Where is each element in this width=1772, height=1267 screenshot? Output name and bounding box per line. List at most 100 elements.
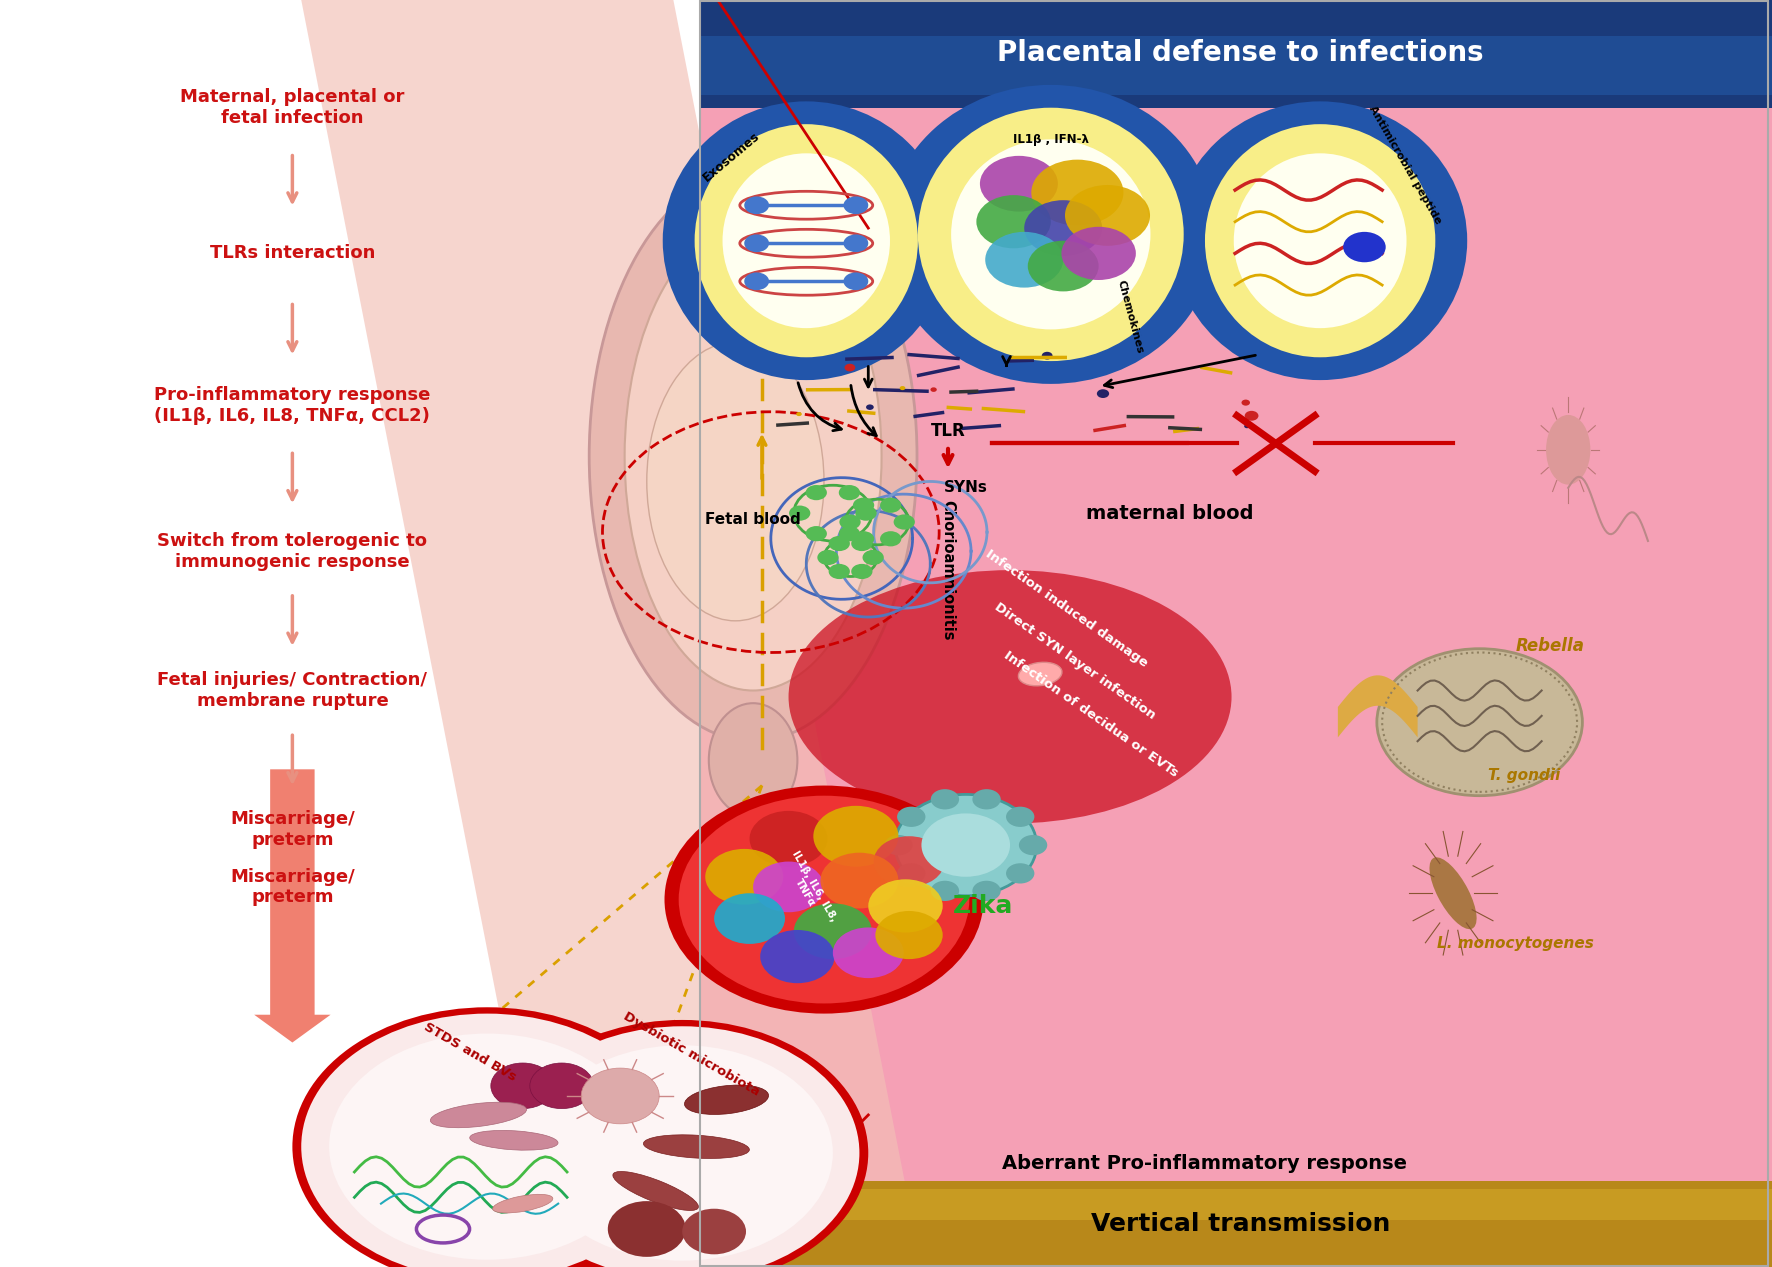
Circle shape [829,564,851,579]
Circle shape [874,836,944,887]
Text: Fetal blood: Fetal blood [705,512,801,527]
Ellipse shape [1019,663,1061,685]
Circle shape [930,388,937,392]
Text: Antimicrobial peptide: Antimicrobial peptide [1368,104,1442,226]
Circle shape [496,1020,868,1267]
Text: Placental defense to infections: Placental defense to infections [998,39,1483,67]
Ellipse shape [613,1172,698,1210]
Circle shape [833,927,904,978]
Polygon shape [301,0,921,1267]
Circle shape [881,498,902,513]
Circle shape [852,531,874,546]
Text: maternal blood: maternal blood [1086,504,1253,522]
Circle shape [806,485,828,500]
Circle shape [840,514,861,530]
Circle shape [744,234,769,252]
Ellipse shape [695,124,918,357]
Circle shape [1028,241,1099,291]
Ellipse shape [1545,416,1591,484]
Circle shape [1244,424,1249,428]
Circle shape [532,1045,833,1261]
Circle shape [976,195,1051,248]
Circle shape [973,789,1001,810]
Ellipse shape [709,703,797,817]
Circle shape [843,234,868,252]
Text: STDS and BVs: STDS and BVs [422,1020,517,1083]
Circle shape [1061,227,1136,280]
Circle shape [806,526,828,541]
Text: Zika: Zika [953,895,1014,917]
Text: Dysbiotic microbiota: Dysbiotic microbiota [620,1010,762,1098]
Circle shape [817,550,838,565]
Circle shape [881,531,902,546]
Circle shape [1019,835,1047,855]
Ellipse shape [1173,101,1467,380]
FancyBboxPatch shape [700,35,1772,95]
Circle shape [744,196,769,214]
Text: Pro-inflammatory response
(IL1β, IL6, IL8, TNFα, CCL2): Pro-inflammatory response (IL1β, IL6, IL… [154,386,431,424]
Ellipse shape [744,203,904,279]
FancyBboxPatch shape [700,1181,1772,1267]
Circle shape [980,156,1058,212]
Ellipse shape [1233,153,1407,328]
Ellipse shape [588,171,918,741]
Circle shape [897,807,925,827]
Text: Chemokines: Chemokines [1116,279,1145,355]
Text: IL1β , IFN-λ: IL1β , IFN-λ [1014,133,1088,146]
FancyBboxPatch shape [700,0,1772,1267]
Text: Aberrant Pro-inflammatory response: Aberrant Pro-inflammatory response [1003,1154,1407,1172]
Circle shape [796,412,801,416]
Ellipse shape [663,101,950,380]
Text: Direct SYN layer infection: Direct SYN layer infection [992,601,1159,722]
Circle shape [794,903,872,959]
Circle shape [1006,863,1035,883]
Circle shape [930,881,959,901]
Text: TLR: TLR [930,422,966,440]
Circle shape [750,811,828,867]
Ellipse shape [470,1130,558,1150]
Circle shape [330,1034,645,1259]
Circle shape [1031,160,1123,226]
Text: Fetal injuries/ Contraction/
membrane rupture: Fetal injuries/ Contraction/ membrane ru… [158,672,427,710]
Ellipse shape [723,153,890,328]
FancyArrowPatch shape [253,769,331,1043]
Ellipse shape [918,108,1184,361]
Ellipse shape [624,222,882,691]
Circle shape [985,232,1063,288]
Text: Rebella: Rebella [1517,637,1584,655]
Circle shape [1377,649,1582,796]
Circle shape [851,536,872,551]
Circle shape [664,786,983,1014]
Circle shape [893,514,914,530]
Ellipse shape [1430,858,1476,929]
Circle shape [863,550,884,565]
Ellipse shape [789,570,1232,824]
Circle shape [581,1068,659,1124]
Circle shape [491,1063,555,1109]
Circle shape [867,404,874,411]
Circle shape [292,1007,682,1267]
Ellipse shape [886,85,1216,384]
Text: Infection of decidua or EVTs: Infection of decidua or EVTs [1001,649,1180,780]
Ellipse shape [431,1102,526,1128]
Ellipse shape [1205,124,1435,357]
Circle shape [856,506,877,521]
Text: Exosomes: Exosomes [702,129,762,185]
Circle shape [505,1026,859,1267]
Text: Maternal, placental or
fetal infection: Maternal, placental or fetal infection [181,89,404,127]
Circle shape [843,272,868,290]
Text: TLRs interaction: TLRs interaction [209,245,376,262]
Text: L. monocytogenes: L. monocytogenes [1437,936,1593,952]
Text: Infection induced damage: Infection induced damage [983,547,1150,669]
Circle shape [973,881,1001,901]
Circle shape [789,506,810,521]
Circle shape [875,911,943,959]
Circle shape [1244,411,1258,421]
Circle shape [760,930,835,983]
Circle shape [679,796,969,1003]
Circle shape [530,1063,594,1109]
Circle shape [705,849,783,905]
Text: SYNs: SYNs [944,480,987,495]
Circle shape [1097,389,1109,398]
Circle shape [897,863,925,883]
